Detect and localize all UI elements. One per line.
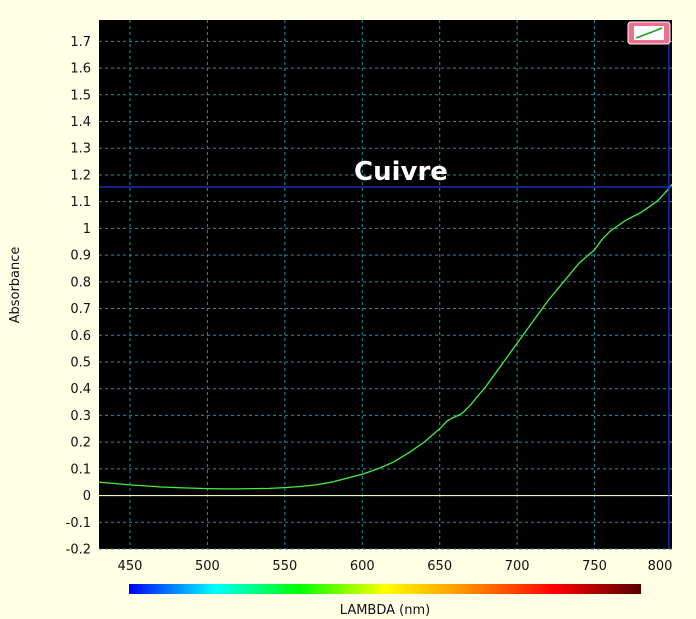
y-tick-labels: -0.2 -0.1 0 0.1 0.2 0.3 0.4 0.5 0.6 0.7 0.8 0.9 1 1.1…: [66, 35, 91, 558]
y-tick-label: 0.3: [70, 409, 91, 424]
y-tick-label: 0.7: [70, 302, 91, 317]
y-tick-label: 1: [83, 222, 91, 237]
y-tick-label: 0.9: [70, 249, 91, 264]
y-tick-label: 1.3: [70, 142, 91, 157]
x-axis-label: LAMBDA (nm): [340, 603, 430, 618]
x-tick-label: 500: [195, 559, 220, 574]
absorbance-curve: [98, 183, 673, 490]
chart-title: Cuivre: [354, 157, 448, 187]
y-tick-label: -0.1: [66, 516, 91, 531]
y-tick-label: 1.1: [70, 195, 91, 210]
x-tick-label: 750: [582, 559, 607, 574]
y-tick-label: 1.2: [70, 168, 91, 183]
y-tick-label: 0.2: [70, 436, 91, 451]
y-tick-label: 1.7: [70, 35, 91, 50]
y-tick-label: 1.6: [70, 62, 91, 77]
wavelength-color-bar: [129, 584, 641, 594]
x-tick-labels: 450 500 550 600 650 700 750 800: [118, 559, 673, 574]
y-tick-label: -0.2: [66, 543, 91, 558]
x-tick-label: 700: [505, 559, 530, 574]
y-tick-label: 0.1: [70, 462, 91, 477]
y-tick-label: 0.6: [70, 329, 91, 344]
chart-options-button[interactable]: [627, 21, 671, 45]
x-tick-label: 600: [350, 559, 375, 574]
y-tick-label: 1.5: [70, 88, 91, 103]
plot-area[interactable]: [99, 20, 672, 549]
x-tick-label: 800: [648, 559, 673, 574]
y-tick-label: 0: [83, 489, 91, 504]
line-chart-icon: [634, 26, 664, 40]
y-tick-label: 0.4: [70, 382, 91, 397]
x-tick-label: 650: [427, 559, 452, 574]
y-tick-label: 0.8: [70, 275, 91, 290]
grid-lines: [99, 20, 672, 550]
x-tick-label: 450: [118, 559, 143, 574]
y-tick-label: 0.5: [70, 355, 91, 370]
y-axis-label: Absorbance: [8, 247, 23, 324]
x-tick-label: 550: [272, 559, 297, 574]
y-tick-label: 1.4: [70, 115, 91, 130]
line-chart-icon-line: [635, 27, 663, 39]
